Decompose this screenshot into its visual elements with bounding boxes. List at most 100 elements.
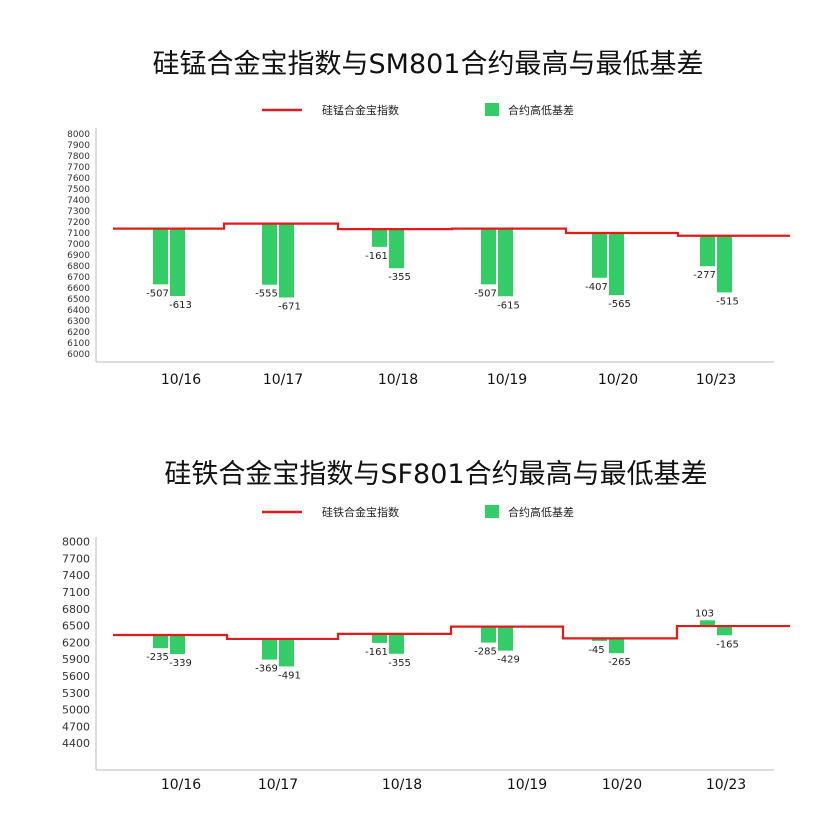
data-label: 103 — [695, 608, 714, 619]
y-tick-label: 8000 — [67, 130, 90, 140]
data-label: -355 — [388, 658, 411, 669]
data-label: -235 — [146, 652, 169, 663]
chart-1-legend-bar-label: 合约高低基差 — [508, 103, 574, 117]
data-label: -507 — [146, 288, 169, 299]
y-tick-label: 7100 — [62, 586, 90, 599]
y-tick-label: 6400 — [67, 306, 90, 316]
y-tick-label: 6600 — [67, 284, 90, 294]
bar — [153, 635, 168, 649]
data-label: -491 — [278, 670, 301, 681]
bar — [717, 235, 732, 293]
y-tick-label: 7800 — [67, 152, 90, 162]
bar — [498, 228, 513, 297]
y-tick-label: 7400 — [62, 569, 90, 582]
x-tick-label: 10/16 — [161, 777, 201, 793]
chart-1-legend-line-label: 硅锰合金宝指数 — [322, 103, 399, 117]
x-tick-label: 10/23 — [696, 372, 736, 388]
bar — [481, 228, 496, 285]
y-tick-label: 6800 — [62, 603, 90, 616]
data-label: -565 — [608, 299, 631, 310]
chart-2-legend-bar-swatch — [485, 505, 499, 518]
chart-1-bars — [153, 223, 732, 298]
y-tick-label: 6200 — [67, 328, 90, 338]
data-label: -161 — [365, 647, 388, 658]
y-tick-label: 7300 — [67, 207, 90, 217]
bar — [262, 638, 277, 660]
data-label: -515 — [716, 296, 739, 307]
bar — [592, 638, 607, 641]
y-tick-label: 6900 — [67, 251, 90, 261]
data-label: -45 — [588, 645, 604, 656]
y-tick-label: 5600 — [62, 670, 90, 683]
chart-2-bars — [153, 620, 732, 667]
chart-2-title: 硅铁合金宝指数与SF801合约最高与最低基差 — [164, 459, 707, 490]
x-tick-label: 10/16 — [161, 372, 201, 388]
y-tick-label: 4400 — [62, 737, 90, 750]
data-label: -407 — [585, 282, 608, 293]
bar — [372, 229, 387, 247]
y-tick-label: 7700 — [62, 552, 90, 565]
index-line-path — [113, 624, 790, 641]
bar — [609, 233, 624, 296]
chart-2-data-labels: -235-339 -369-491 -161-355 -285-429 -45 -265 1… — [146, 608, 739, 681]
chart-2-y-ticks: 8000 7700 7400 7100 6800 6500 6200 5900 5600 5300… — [62, 536, 90, 751]
bar — [170, 635, 185, 654]
y-tick-label: 6500 — [67, 295, 90, 305]
x-tick-label: 10/17 — [258, 777, 298, 793]
data-label: -613 — [169, 300, 192, 311]
bar — [592, 233, 607, 278]
chart-1-data-labels: -507-613-555-671-161-355-507-615-407-565… — [146, 251, 739, 313]
bar — [372, 633, 387, 643]
bar — [717, 626, 732, 636]
x-tick-label: 10/19 — [487, 372, 527, 388]
y-tick-label: 7600 — [67, 174, 90, 184]
y-tick-label: 6200 — [62, 636, 90, 649]
data-label: -615 — [497, 300, 520, 311]
y-tick-label: 7100 — [67, 229, 90, 239]
y-tick-label: 7200 — [67, 218, 90, 228]
chart-2-legend-bar-label: 合约高低基差 — [508, 505, 574, 519]
data-label: -285 — [474, 647, 497, 658]
y-tick-label: 6800 — [67, 262, 90, 272]
bar — [609, 638, 624, 654]
y-tick-label: 7500 — [67, 185, 90, 195]
bar — [389, 633, 404, 654]
y-tick-label: 5000 — [62, 704, 90, 717]
chart-1-index-line — [113, 222, 790, 237]
data-label: -265 — [608, 657, 631, 668]
chart-2-x-ticks: 10/16 10/17 10/18 10/19 10/20 10/23 — [161, 777, 746, 793]
bar — [481, 626, 496, 643]
data-label: -165 — [716, 639, 739, 650]
y-tick-label: 8000 — [62, 536, 90, 549]
x-tick-label: 10/23 — [706, 777, 746, 793]
x-tick-label: 10/17 — [263, 372, 303, 388]
bar — [279, 638, 294, 667]
bar — [279, 223, 294, 298]
y-tick-label: 7900 — [67, 141, 90, 151]
y-tick-label: 7400 — [67, 196, 90, 206]
chart-2-index-line — [113, 624, 790, 641]
x-tick-label: 10/18 — [378, 372, 418, 388]
bar — [389, 229, 404, 269]
data-label: -369 — [255, 664, 278, 675]
y-tick-label: 6700 — [67, 273, 90, 283]
y-tick-label: 6500 — [62, 620, 90, 633]
x-tick-label: 10/19 — [507, 777, 547, 793]
chart-1-x-ticks: 10/16 10/17 10/18 10/19 10/20 10/23 — [161, 372, 736, 388]
y-tick-label: 7700 — [67, 163, 90, 173]
bar — [170, 228, 185, 297]
y-tick-label: 5900 — [62, 653, 90, 666]
chart-1-y-ticks: 8000790078007700760075007400730072007100… — [67, 130, 90, 360]
x-tick-label: 10/20 — [602, 777, 642, 793]
data-label: -429 — [497, 655, 520, 666]
chart-2-legend-line-label: 硅铁合金宝指数 — [322, 505, 399, 519]
y-tick-label: 6000 — [67, 350, 90, 360]
data-label: -355 — [388, 272, 411, 283]
index-line-path — [113, 222, 790, 237]
data-label: -161 — [365, 251, 388, 262]
data-label: -339 — [169, 658, 192, 669]
chart-1-legend-bar-swatch — [485, 103, 499, 116]
bar — [498, 626, 513, 651]
data-label: -671 — [278, 301, 301, 312]
